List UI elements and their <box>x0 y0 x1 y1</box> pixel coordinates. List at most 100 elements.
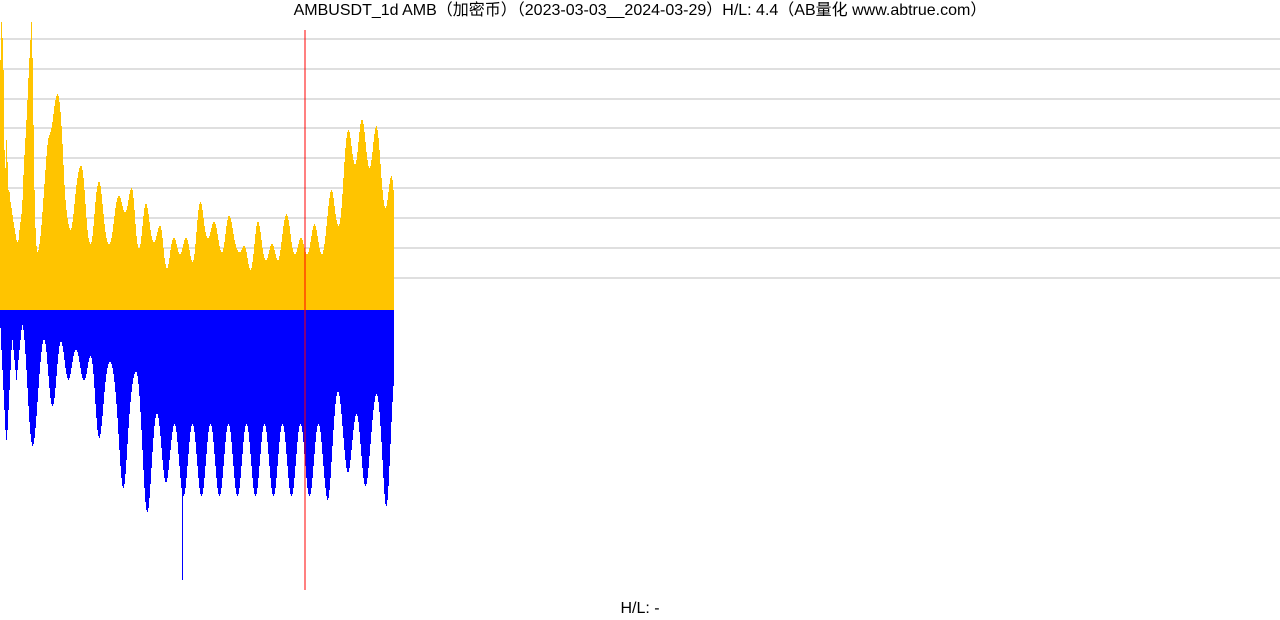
neg-bar <box>264 310 265 424</box>
neg-bar <box>215 310 216 466</box>
pos-bar <box>31 22 32 310</box>
pos-bar <box>359 132 360 310</box>
neg-bar <box>387 310 388 500</box>
pos-bar <box>260 232 261 310</box>
neg-bar <box>310 310 311 494</box>
pos-bar <box>149 222 150 310</box>
pos-bar <box>334 206 335 310</box>
pos-bar <box>274 250 275 310</box>
pos-bar <box>326 226 327 310</box>
neg-bar <box>225 310 226 442</box>
pos-bar <box>198 210 199 310</box>
pos-bar <box>141 236 142 310</box>
neg-bar <box>111 310 112 364</box>
pos-bar <box>307 254 308 310</box>
pos-bar <box>214 222 215 310</box>
pos-bar <box>135 224 136 310</box>
pos-bar <box>103 214 104 310</box>
neg-bar <box>55 310 56 388</box>
neg-bar <box>320 310 321 432</box>
pos-bar <box>374 134 375 310</box>
pos-bar <box>289 226 290 310</box>
pos-bar <box>150 230 151 310</box>
pos-bar <box>132 190 133 310</box>
pos-bar <box>39 244 40 310</box>
pos-bar <box>114 216 115 310</box>
neg-bar <box>235 310 236 488</box>
pos-bar <box>121 202 122 310</box>
pos-bar <box>134 210 135 310</box>
pos-bar <box>323 250 324 310</box>
pos-bar <box>377 130 378 310</box>
neg-bar <box>2 310 3 370</box>
neg-bar <box>352 310 353 440</box>
neg-bar <box>114 310 115 382</box>
pos-bar <box>203 218 204 310</box>
pos-bar <box>179 254 180 310</box>
pos-bar <box>194 254 195 310</box>
neg-bar <box>37 310 38 402</box>
neg-bar <box>6 310 7 440</box>
neg-bar <box>133 310 134 378</box>
pos-bar <box>108 244 109 310</box>
neg-bar <box>58 310 59 354</box>
neg-bar <box>137 310 138 376</box>
neg-bar <box>344 310 345 450</box>
neg-bar <box>280 310 281 432</box>
pos-bar <box>387 200 388 310</box>
pos-bar <box>279 256 280 310</box>
neg-bar <box>313 310 314 466</box>
pos-bar <box>3 70 4 310</box>
pos-bar <box>263 254 264 310</box>
neg-bar <box>346 310 347 468</box>
pos-bar <box>167 268 168 310</box>
neg-bar <box>298 310 299 432</box>
neg-bar <box>36 310 37 416</box>
neg-bar <box>212 310 213 432</box>
neg-bar <box>205 310 206 466</box>
neg-bar <box>76 310 77 350</box>
neg-bar <box>88 310 89 362</box>
pos-bar <box>358 142 359 310</box>
pos-bar <box>351 146 352 310</box>
neg-bar <box>190 310 191 432</box>
neg-bar <box>391 310 392 422</box>
neg-bar <box>160 310 161 436</box>
neg-bar <box>259 310 260 466</box>
neg-bar <box>17 310 18 370</box>
pos-bar <box>270 246 271 310</box>
neg-bar <box>328 310 329 498</box>
pos-bar <box>217 234 218 310</box>
neg-bar <box>337 310 338 392</box>
pos-bar <box>12 215 13 310</box>
pos-bar <box>324 244 325 310</box>
pos-bar <box>20 222 21 310</box>
neg-bar <box>343 310 344 438</box>
neg-bar <box>105 310 106 382</box>
neg-bar <box>75 310 76 350</box>
pos-bar <box>159 226 160 310</box>
neg-bar <box>238 310 239 494</box>
pos-bar <box>83 178 84 310</box>
pos-bar <box>146 204 147 310</box>
neg-bar <box>92 310 93 364</box>
pos-bar <box>67 218 68 310</box>
pos-bar <box>88 238 89 310</box>
pos-bar <box>248 264 249 310</box>
pos-bar <box>182 248 183 310</box>
pos-bar <box>1 22 2 310</box>
pos-bar <box>215 224 216 310</box>
neg-bar <box>174 310 175 424</box>
neg-bar <box>240 310 241 478</box>
neg-bar <box>158 310 159 418</box>
pos-bar <box>52 122 53 310</box>
pos-bar <box>113 224 114 310</box>
neg-bar <box>308 310 309 494</box>
neg-bar <box>340 310 341 404</box>
neg-bar <box>97 310 98 430</box>
pos-bar <box>27 100 28 310</box>
neg-bar <box>121 310 122 478</box>
pos-bar <box>385 208 386 310</box>
pos-bar <box>328 206 329 310</box>
neg-bar <box>31 310 32 442</box>
